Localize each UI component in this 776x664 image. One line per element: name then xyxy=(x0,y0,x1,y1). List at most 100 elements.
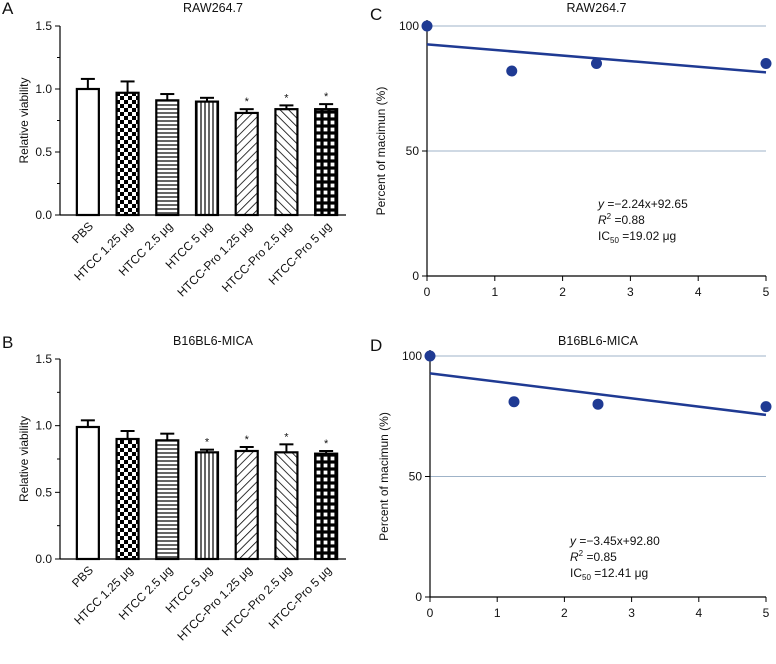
panel-letter: B xyxy=(2,333,13,352)
category-label: PBS xyxy=(69,563,96,590)
data-point xyxy=(760,401,772,413)
data-point xyxy=(424,350,436,362)
x-tick-label: 3 xyxy=(627,285,634,299)
significance-star: * xyxy=(324,438,329,450)
significance-star: * xyxy=(205,437,210,449)
y-tick-label: 1.5 xyxy=(35,19,52,33)
bar-6 xyxy=(274,108,299,217)
y-tick-label: 100 xyxy=(399,19,419,33)
bar-panel-b: B B16BL6-MICA 0.0 0.5 1.0 1.5 Relative viabili… xyxy=(2,333,346,644)
ic50-base: IC xyxy=(570,566,582,580)
category-label: HTCC-Pro 2.5 μg xyxy=(219,219,295,295)
scatter-panel-d: D B16BL6-MICA 0 50 100 0 1 2 3 4 5 Percent of macim… xyxy=(370,334,772,620)
bar-2 xyxy=(115,437,140,561)
ic50-sub: 50 xyxy=(610,236,619,245)
data-point xyxy=(421,20,433,32)
equation-label: y =−3.45x+92.80 xyxy=(569,534,660,548)
x-tick-label: 2 xyxy=(561,606,568,620)
r-squared-label: R2 =0.88 xyxy=(598,212,645,227)
y-tick-label: 50 xyxy=(409,470,423,484)
bar-7 xyxy=(314,452,339,561)
bar-panel-a: A RAW264.7 0.0 0.5 1.0 1.5 Relative viability P… xyxy=(2,0,346,300)
fit-line xyxy=(429,372,767,417)
ic50-base: IC xyxy=(598,229,610,243)
panel-letter: A xyxy=(2,0,14,18)
panel-letter: D xyxy=(370,336,382,355)
significance-star: * xyxy=(284,92,289,104)
y-tick-label: 0.5 xyxy=(35,485,52,499)
bar-1 xyxy=(75,87,100,217)
r-squared-base: R xyxy=(598,213,607,227)
equation-variable: y xyxy=(569,534,577,548)
significance-star: * xyxy=(284,431,289,443)
bar-6 xyxy=(274,451,299,561)
x-tick-label: 5 xyxy=(763,606,770,620)
ic50-label: IC50 =12.41 μg xyxy=(570,566,648,582)
x-tick-label: 2 xyxy=(559,285,566,299)
panel-letter: C xyxy=(370,5,382,24)
equation-variable: y xyxy=(597,197,605,211)
r-squared-value: =0.85 xyxy=(583,550,617,564)
category-label: HTCC-Pro 1.25 μg xyxy=(175,563,255,643)
bar-5 xyxy=(234,111,259,217)
bar-3 xyxy=(155,439,180,561)
equation-value: =−3.45x+92.80 xyxy=(576,534,660,548)
bar-3 xyxy=(155,99,180,217)
significance-star: * xyxy=(245,96,250,108)
chart-title: B16BL6-MICA xyxy=(173,334,254,348)
data-point xyxy=(760,58,772,69)
x-tick-label: 1 xyxy=(491,285,498,299)
y-tick-label: 1.0 xyxy=(35,82,52,96)
equation-label: y =−2.24x+92.65 xyxy=(597,197,688,211)
y-tick-label: 0.0 xyxy=(35,552,52,566)
r-squared-sup: 2 xyxy=(607,212,612,221)
category-label: HTCC-Pro 1.25 μg xyxy=(175,219,255,299)
chart-title: B16BL6-MICA xyxy=(558,334,639,348)
y-tick-label: 0.0 xyxy=(35,208,52,222)
chart-title: RAW264.7 xyxy=(183,1,243,15)
y-tick-label: 0.5 xyxy=(35,145,52,159)
ic50-value: =19.02 μg xyxy=(619,229,676,243)
r-squared-value: =0.88 xyxy=(611,213,645,227)
x-tick-label: 3 xyxy=(628,606,635,620)
y-tick-label: 0 xyxy=(415,590,422,604)
y-tick-label: 1.0 xyxy=(35,419,52,433)
data-point xyxy=(591,58,602,69)
y-axis-label: Relative viability xyxy=(17,416,31,502)
bar-4 xyxy=(194,100,220,217)
significance-star: * xyxy=(245,434,250,446)
data-point xyxy=(508,396,520,408)
ic50-label: IC50 =19.02 μg xyxy=(598,229,676,245)
y-tick-label: 0 xyxy=(412,269,419,283)
y-tick-label: 100 xyxy=(402,349,422,363)
ic50-sub: 50 xyxy=(582,573,591,582)
x-tick-label: 4 xyxy=(695,285,702,299)
equation-value: =−2.24x+92.65 xyxy=(604,197,688,211)
x-tick-label: 0 xyxy=(427,606,434,620)
ic50-value: =12.41 μg xyxy=(591,566,648,580)
r-squared-sup: 2 xyxy=(579,549,584,558)
bar-2 xyxy=(115,91,140,217)
bar-4 xyxy=(194,451,220,561)
x-tick-label: 5 xyxy=(763,285,770,299)
significance-star: * xyxy=(324,91,329,103)
y-tick-label: 1.5 xyxy=(35,352,52,366)
y-axis-label: Percent of macimun (%) xyxy=(374,87,388,216)
category-label: PBS xyxy=(69,219,96,246)
x-tick-label: 1 xyxy=(494,606,501,620)
data-point xyxy=(592,398,604,410)
chart-title: RAW264.7 xyxy=(567,1,627,15)
bar-5 xyxy=(234,449,259,561)
r-squared-label: R2 =0.85 xyxy=(570,549,617,564)
bar-7 xyxy=(314,108,339,217)
r-squared-base: R xyxy=(570,550,579,564)
x-tick-label: 0 xyxy=(424,285,431,299)
bar-1 xyxy=(75,425,100,561)
y-axis-label: Relative viability xyxy=(17,77,31,163)
data-point xyxy=(506,65,518,77)
y-tick-label: 50 xyxy=(406,144,420,158)
scatter-panel-c: C RAW264.7 0 50 100 0 1 2 3 4 5 Percent of macimun … xyxy=(370,1,772,299)
y-axis-label: Percent of macimun (%) xyxy=(377,412,391,541)
x-tick-label: 4 xyxy=(695,606,702,620)
